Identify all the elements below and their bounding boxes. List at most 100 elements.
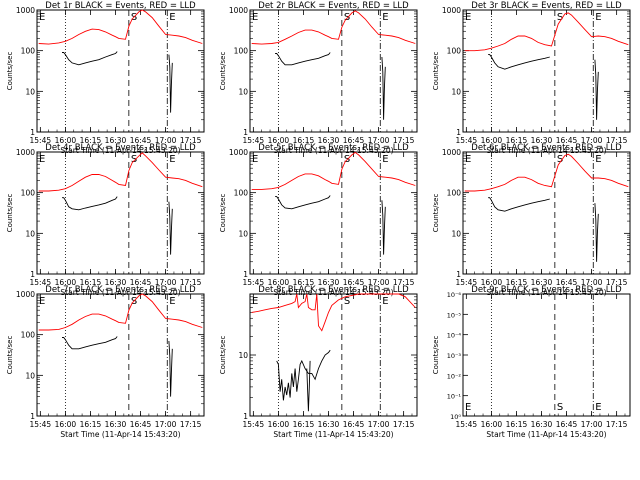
series-events-line [488, 197, 550, 212]
y-tick-label: 10 [25, 371, 35, 380]
series-events-line [594, 59, 599, 120]
x-axis-label: Start Time (11-Apr-14 15:43:20) [60, 146, 180, 155]
x-tick-label: 15:45 [456, 278, 478, 287]
x-tick-label: 17:00 [155, 136, 177, 145]
x-tick-label: 16:30 [318, 278, 340, 287]
y-tick-label: 10 [238, 351, 248, 360]
event-marker-left: E [39, 154, 45, 165]
x-tick-label: 16:45 [343, 136, 365, 145]
event-marker-start: S [557, 154, 563, 165]
y-tick-label: 1000 [16, 290, 35, 299]
series-events-line [306, 360, 311, 412]
x-tick-label: 17:15 [180, 136, 202, 145]
x-tick-label: 16:30 [318, 136, 340, 145]
y-tick-label: 1 [456, 270, 461, 279]
x-tick-label: 16:45 [343, 420, 365, 429]
x-tick-label: 16:00 [481, 136, 503, 145]
event-marker-end: E [595, 154, 601, 165]
panel-title: Det 4r BLACK = Events, RED = LLD [45, 143, 196, 153]
y-axis-label: Counts/sec [219, 52, 227, 91]
y-tick-label: 100 [234, 189, 249, 198]
panel-title: Det 8r BLACK = Events, RED = LLD [258, 285, 409, 295]
y-tick-label: 1 [243, 270, 248, 279]
x-axis-label: Start Time (11-Apr-14 15:43:20) [273, 288, 393, 297]
series-events-line [168, 54, 173, 113]
x-tick-label: 15:45 [456, 136, 478, 145]
x-tick-label: 17:15 [180, 278, 202, 287]
x-axis-label: Start Time (11-Apr-14 15:43:20) [273, 146, 393, 155]
x-tick-label: 16:30 [531, 420, 553, 429]
y-tick-label: 100 [21, 47, 36, 56]
y-tick-label: 10 [25, 229, 35, 238]
x-tick-label: 16:00 [55, 278, 77, 287]
x-tick-label: 17:00 [581, 136, 603, 145]
y-axis-label: Counts/sec [432, 52, 440, 91]
x-tick-label: 17:15 [180, 420, 202, 429]
x-tick-label: 17:00 [155, 420, 177, 429]
series-lld-line [251, 10, 416, 45]
series-lld-line [464, 12, 629, 52]
x-tick-label: 17:15 [393, 278, 415, 287]
event-marker-end: E [595, 12, 601, 23]
x-tick-label: 16:45 [556, 136, 578, 145]
event-marker-left: E [252, 12, 258, 23]
y-tick-label: 1000 [16, 148, 35, 157]
x-tick-label: 16:30 [105, 278, 127, 287]
x-axis-label: Start Time (11-Apr-14 15:43:20) [60, 430, 180, 439]
series-events-line [276, 349, 331, 401]
event-marker-start: S [131, 154, 137, 165]
y-tick-label: 1000 [442, 148, 461, 157]
y-axis-label: Counts/sec [432, 336, 440, 375]
y-tick-label: 100 [21, 189, 36, 198]
series-events-line [62, 336, 118, 350]
y-tick-label: 10 [451, 229, 461, 238]
plot-frame [462, 151, 631, 275]
plot-frame [462, 9, 631, 133]
series-events-line [168, 340, 173, 397]
x-tick-label: 17:15 [393, 136, 415, 145]
panel-title: Det 9r BLACK = Events, RED = LLD [471, 285, 622, 295]
y-tick-label: 1 [243, 128, 248, 137]
series-events-line [168, 201, 173, 255]
series-lld-line [251, 151, 416, 190]
series-events-line [62, 51, 118, 66]
x-tick-label: 17:00 [581, 278, 603, 287]
y-tick-label: 10⁻⁵ [447, 311, 462, 319]
x-axis-label: Start Time (11-Apr-14 15:43:20) [60, 288, 180, 297]
x-tick-label: 16:45 [343, 278, 365, 287]
x-tick-label: 16:15 [293, 136, 315, 145]
panel-title: Det 2r BLACK = Events, RED = LLD [258, 1, 409, 11]
plot-frame [36, 151, 205, 275]
event-marker-start: S [557, 402, 563, 413]
y-tick-label: 1000 [442, 6, 461, 15]
y-tick-label: 10⁰ [450, 413, 461, 421]
plot-frame [462, 293, 631, 417]
y-tick-label: 100 [21, 331, 36, 340]
x-tick-label: 17:00 [581, 420, 603, 429]
x-tick-label: 16:30 [531, 278, 553, 287]
series-lld-line [38, 293, 203, 331]
panel-title: Det 6r BLACK = Events, RED = LLD [471, 143, 622, 153]
x-tick-label: 16:00 [481, 278, 503, 287]
x-tick-label: 16:00 [55, 136, 77, 145]
y-tick-label: 1 [30, 412, 35, 421]
series-lld-line [38, 152, 203, 192]
x-tick-label: 16:00 [481, 420, 503, 429]
x-axis-label: Start Time (11-Apr-14 15:43:20) [486, 430, 606, 439]
y-tick-label: 10⁻⁶ [447, 291, 462, 299]
event-marker-left: E [465, 154, 471, 165]
y-tick-label: 1000 [229, 6, 248, 15]
y-tick-label: 100 [447, 189, 462, 198]
y-tick-label: 10 [238, 87, 248, 96]
x-tick-label: 16:00 [55, 420, 77, 429]
x-tick-label: 16:45 [130, 278, 152, 287]
x-tick-label: 17:00 [368, 278, 390, 287]
x-tick-label: 16:15 [506, 136, 528, 145]
x-tick-label: 15:45 [30, 136, 52, 145]
